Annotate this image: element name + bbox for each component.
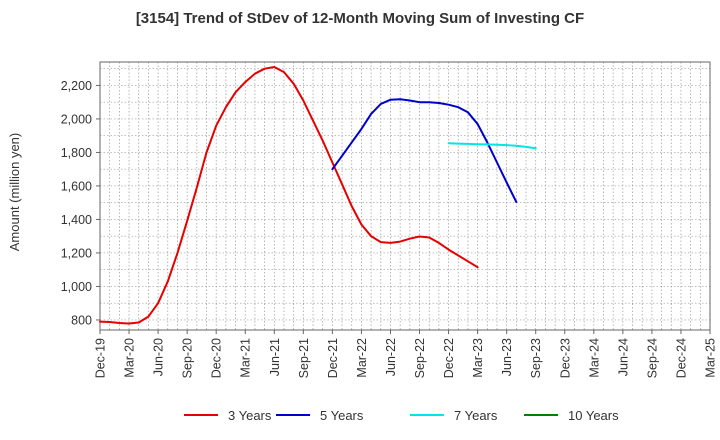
x-tick-label: Mar-23	[471, 338, 485, 378]
plot-frame	[99, 61, 711, 331]
x-tick-label: Sep-20	[181, 338, 195, 378]
x-tick-label: Mar-20	[123, 338, 137, 378]
x-tick-label: Jun-21	[268, 338, 282, 376]
axes	[99, 61, 711, 331]
legend-swatch	[410, 414, 444, 416]
x-tick-label: Jun-20	[152, 338, 166, 376]
legend-swatch	[184, 414, 218, 416]
x-tick-label: Jun-22	[384, 338, 398, 376]
series-line-3-years	[99, 66, 479, 325]
y-tick-label: 1,400	[61, 213, 92, 227]
legend-item-3-years: 3 Years	[184, 404, 271, 426]
y-tick-label: 1,200	[61, 246, 92, 260]
legend-label: 5 Years	[320, 407, 364, 423]
x-tick-label: Dec-19	[94, 338, 108, 378]
y-tick-label: 1,000	[61, 280, 92, 294]
y-axis-label: Amount (million yen)	[7, 133, 22, 252]
y-tick-label: 2,000	[61, 112, 92, 126]
tick-labels: 800 1,000 1,200 1,400 1,600 1,800 2,000 2,200 De…	[61, 79, 718, 378]
legend-item-10-years: 10 Years	[524, 404, 619, 426]
x-tick-label: Mar-21	[239, 338, 253, 378]
legend-swatch	[524, 414, 558, 416]
legend: 3 Years 5 Years 7 Years 10 Years	[0, 404, 720, 426]
legend-item-7-years: 7 Years	[410, 404, 497, 426]
y-tick-label: 2,200	[61, 79, 92, 93]
x-tick-label: Dec-22	[442, 338, 456, 378]
x-tick-label: Dec-23	[558, 338, 572, 378]
legend-swatch	[276, 414, 310, 416]
x-tick-label: Dec-24	[674, 338, 688, 378]
series-lines	[99, 66, 537, 325]
x-tick-label: Sep-23	[529, 338, 543, 378]
legend-label: 3 Years	[228, 407, 272, 423]
x-tick-label: Mar-22	[355, 338, 369, 378]
legend-item-5-years: 5 Years	[276, 404, 363, 426]
x-tick-label: Dec-20	[210, 338, 224, 378]
x-tick-label: Jun-23	[500, 338, 514, 376]
grid-lines	[99, 62, 711, 330]
x-tick-label: Mar-24	[587, 338, 601, 378]
y-tick-label: 1,800	[61, 146, 92, 160]
legend-label: 10 Years	[568, 407, 619, 423]
x-tick-label: Mar-25	[704, 338, 718, 378]
x-tick-label: Jun-24	[616, 338, 630, 376]
y-tick-label: 1,600	[61, 179, 92, 193]
x-tick-label: Dec-21	[326, 338, 340, 378]
x-tick-label: Sep-24	[645, 338, 659, 378]
x-tick-label: Sep-22	[413, 338, 427, 378]
y-tick-label: 800	[71, 313, 92, 327]
x-tick-label: Sep-21	[297, 338, 311, 378]
legend-label: 7 Years	[454, 407, 498, 423]
series-line-7-years	[447, 142, 537, 150]
chart-title: [3154] Trend of StDev of 12-Month Moving…	[135, 10, 585, 27]
series-line-5-years	[331, 98, 518, 203]
